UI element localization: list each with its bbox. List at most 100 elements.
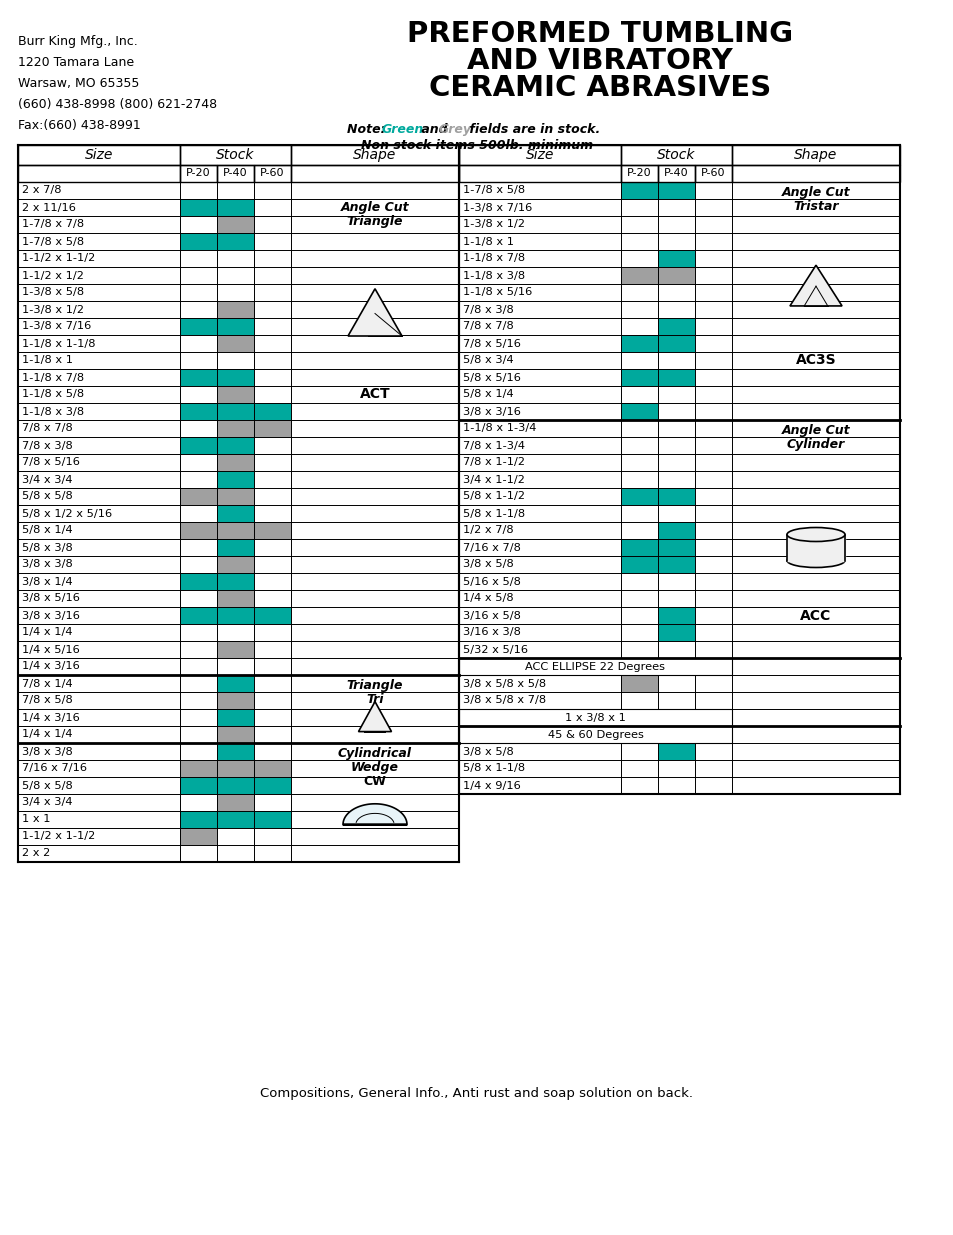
Bar xyxy=(658,335,695,352)
Bar xyxy=(731,249,899,267)
Bar xyxy=(620,267,658,284)
Text: PREFORMED TUMBLING: PREFORMED TUMBLING xyxy=(407,20,792,48)
Bar xyxy=(620,144,731,165)
Bar xyxy=(216,573,253,590)
Bar xyxy=(731,437,899,454)
Bar xyxy=(216,641,253,658)
Bar xyxy=(18,144,180,165)
Bar xyxy=(18,471,180,488)
Bar xyxy=(216,403,253,420)
Bar xyxy=(291,216,458,233)
Bar xyxy=(620,301,658,317)
Bar xyxy=(216,437,253,454)
Text: Grey: Grey xyxy=(438,124,472,136)
Bar xyxy=(291,165,458,182)
Bar xyxy=(458,437,620,454)
Bar xyxy=(695,471,731,488)
Bar xyxy=(253,369,291,387)
Bar xyxy=(695,522,731,538)
Bar xyxy=(731,335,899,352)
Bar xyxy=(291,420,458,437)
Bar xyxy=(731,301,899,317)
Bar xyxy=(253,641,291,658)
Bar xyxy=(180,454,216,471)
Text: 1-7/8 x 5/8: 1-7/8 x 5/8 xyxy=(462,185,524,195)
Bar xyxy=(216,387,253,403)
Bar xyxy=(18,709,180,726)
Bar xyxy=(253,420,291,437)
Bar xyxy=(620,538,658,556)
Bar xyxy=(731,403,899,420)
Bar xyxy=(216,369,253,387)
Bar xyxy=(216,590,253,606)
Bar xyxy=(180,573,216,590)
Bar xyxy=(180,777,216,794)
Bar xyxy=(291,827,458,845)
Bar xyxy=(18,590,180,606)
Bar xyxy=(216,317,253,335)
Bar xyxy=(658,182,695,199)
Bar xyxy=(18,760,180,777)
Bar xyxy=(658,267,695,284)
Bar xyxy=(695,777,731,794)
Bar xyxy=(291,522,458,538)
Bar xyxy=(731,505,899,522)
Bar xyxy=(216,606,253,624)
Bar xyxy=(18,165,180,182)
Text: 7/8 x 1-3/4: 7/8 x 1-3/4 xyxy=(462,441,524,451)
Bar xyxy=(620,403,658,420)
Bar xyxy=(180,233,216,249)
Bar xyxy=(216,522,253,538)
Bar xyxy=(253,556,291,573)
Text: 3/4 x 1-1/2: 3/4 x 1-1/2 xyxy=(462,474,524,484)
Bar xyxy=(620,505,658,522)
Bar xyxy=(658,777,695,794)
Bar xyxy=(253,624,291,641)
Bar xyxy=(216,352,253,369)
Bar xyxy=(253,573,291,590)
Bar xyxy=(18,267,180,284)
Bar xyxy=(731,369,899,387)
Bar xyxy=(695,165,731,182)
Bar xyxy=(695,437,731,454)
Bar xyxy=(695,590,731,606)
Bar xyxy=(620,216,658,233)
Bar xyxy=(216,590,253,606)
Text: 1-3/8 x 7/16: 1-3/8 x 7/16 xyxy=(22,321,91,331)
Text: Tri: Tri xyxy=(366,693,383,705)
Text: 1/4 x 5/8: 1/4 x 5/8 xyxy=(462,594,513,604)
Text: 7/8 x 1-1/2: 7/8 x 1-1/2 xyxy=(462,457,524,468)
Bar xyxy=(180,317,216,335)
Bar xyxy=(18,522,180,538)
Text: 2 x 2: 2 x 2 xyxy=(22,848,51,858)
Bar xyxy=(658,624,695,641)
Bar xyxy=(216,233,253,249)
Bar xyxy=(216,606,253,624)
Bar xyxy=(658,369,695,387)
Bar xyxy=(458,317,620,335)
Bar xyxy=(216,233,253,249)
Bar xyxy=(291,301,458,317)
Bar xyxy=(253,420,291,437)
Bar xyxy=(695,182,731,199)
Bar xyxy=(216,726,253,743)
Bar xyxy=(695,454,731,471)
Text: and: and xyxy=(416,124,452,136)
Bar xyxy=(253,301,291,317)
Bar xyxy=(216,199,253,216)
Bar xyxy=(731,709,899,726)
Bar xyxy=(658,538,695,556)
Bar xyxy=(180,760,216,777)
Text: Wedge: Wedge xyxy=(351,761,398,773)
Text: Tristar: Tristar xyxy=(792,200,838,212)
Bar xyxy=(731,352,899,369)
Text: 3/8 x 5/8: 3/8 x 5/8 xyxy=(462,559,514,569)
Bar xyxy=(458,522,620,538)
Bar xyxy=(658,403,695,420)
Bar xyxy=(18,692,180,709)
Bar xyxy=(731,743,899,760)
Text: 3/8 x 3/16: 3/8 x 3/16 xyxy=(22,610,80,620)
Bar xyxy=(253,352,291,369)
Bar xyxy=(291,556,458,573)
Bar xyxy=(620,488,658,505)
